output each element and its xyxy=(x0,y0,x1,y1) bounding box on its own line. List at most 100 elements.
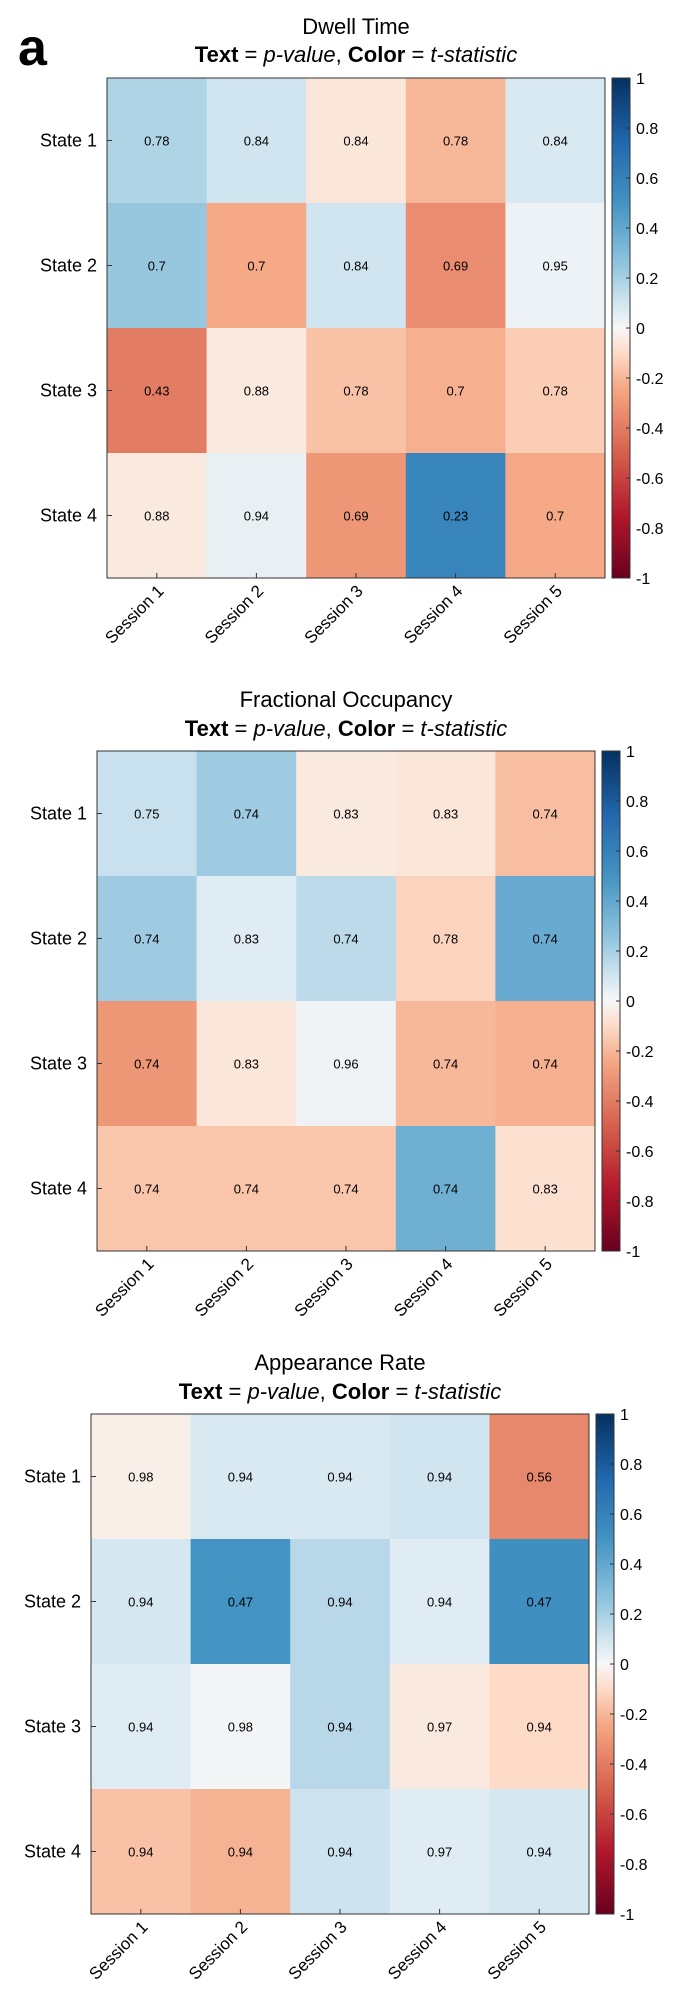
colorbar-tick-label: -0.6 xyxy=(626,1144,654,1161)
heatmap-cell xyxy=(505,328,606,454)
heatmap-cell xyxy=(505,78,606,204)
cell-p-value: 0.74 xyxy=(533,1057,558,1072)
colorbar-tick-label: 0.8 xyxy=(620,1457,642,1474)
heatmap-cell xyxy=(306,453,407,579)
cell-p-value: 0.74 xyxy=(234,807,259,822)
heatmap-cell xyxy=(107,78,208,204)
colorbar-tick-label: 0.4 xyxy=(620,1557,642,1574)
x-tick-label: Session 1 xyxy=(101,581,167,647)
chart-title: Appearance Rate xyxy=(254,1350,425,1375)
chart-title: Dwell Time xyxy=(302,14,410,39)
heatmap-cell xyxy=(389,1539,490,1665)
heatmap-cell xyxy=(107,453,208,579)
heatmap-cell xyxy=(495,751,596,877)
cell-p-value: 0.98 xyxy=(128,1470,153,1485)
colorbar-tick-label: 0.8 xyxy=(626,794,648,811)
heatmap-cell xyxy=(395,1001,496,1127)
heatmap-cell xyxy=(196,1001,297,1127)
cell-p-value: 0.84 xyxy=(343,134,368,149)
cell-p-value: 0.94 xyxy=(327,1595,352,1610)
heatmap-cell xyxy=(91,1664,192,1790)
cell-p-value: 0.74 xyxy=(533,807,558,822)
y-tick-label: State 2 xyxy=(24,1592,81,1612)
cell-p-value: 0.74 xyxy=(433,1182,458,1197)
cell-p-value: 0.74 xyxy=(134,1057,159,1072)
heatmap-cell xyxy=(495,1001,596,1127)
y-tick-label: State 2 xyxy=(30,929,87,949)
colorbar-tick-label: 0 xyxy=(620,1657,629,1674)
cell-p-value: 0.74 xyxy=(433,1057,458,1072)
cell-p-value: 0.94 xyxy=(527,1845,552,1860)
colorbar-tick-label: 0.2 xyxy=(620,1607,642,1624)
cell-p-value: 0.7 xyxy=(148,259,166,274)
cell-p-value: 0.74 xyxy=(333,1182,358,1197)
heatmap-cell xyxy=(405,203,506,329)
cell-p-value: 0.84 xyxy=(343,259,368,274)
cell-p-value: 0.94 xyxy=(527,1720,552,1735)
heatmap-cell xyxy=(91,1789,192,1915)
heatmap-panel: Appearance Rate Text = p-value, Color = t… xyxy=(24,1350,648,1984)
heatmap-cell xyxy=(389,1789,490,1915)
chart-subtitle: Text = p-value, Color = t-statistic xyxy=(185,716,507,741)
colorbar-tick-label: 0 xyxy=(636,321,645,338)
cell-p-value: 0.94 xyxy=(327,1720,352,1735)
cell-p-value: 0.74 xyxy=(234,1182,259,1197)
heatmap-cell xyxy=(405,328,506,454)
cell-p-value: 0.88 xyxy=(144,509,169,524)
cell-p-value: 0.69 xyxy=(443,259,468,274)
heatmap-cell xyxy=(206,78,307,204)
heatmap-panel: Dwell Time Text = p-value, Color = t-stat… xyxy=(40,14,664,648)
heatmap-cell xyxy=(395,876,496,1002)
x-tick-label: Session 5 xyxy=(490,1254,556,1320)
cell-p-value: 0.78 xyxy=(433,932,458,947)
cell-p-value: 0.83 xyxy=(234,1057,259,1072)
cell-p-value: 0.74 xyxy=(134,1182,159,1197)
heatmap-cell xyxy=(296,1001,397,1127)
colorbar-tick-label: 0 xyxy=(626,994,635,1011)
colorbar-tick-label: 0.2 xyxy=(626,944,648,961)
heatmap-cell xyxy=(190,1539,291,1665)
cell-p-value: 0.83 xyxy=(234,932,259,947)
heatmap-cell xyxy=(495,876,596,1002)
heatmap-cell xyxy=(290,1664,391,1790)
y-tick-label: State 1 xyxy=(40,131,97,151)
heatmap-cell xyxy=(196,1126,297,1252)
panel-label: a xyxy=(18,19,47,77)
cell-p-value: 0.47 xyxy=(527,1595,552,1610)
cell-p-value: 0.84 xyxy=(244,134,269,149)
colorbar-tick-label: -0.6 xyxy=(636,471,664,488)
colorbar-tick-label: 1 xyxy=(620,1407,629,1424)
heatmap-cell xyxy=(489,1664,590,1790)
colorbar-tick-label: 0.6 xyxy=(636,171,658,188)
heatmap-panel: Fractional Occupancy Text = p-value, Colo… xyxy=(30,687,654,1321)
x-tick-label: Session 1 xyxy=(91,1254,157,1320)
heatmap-cell xyxy=(97,1126,198,1252)
heatmap-cell xyxy=(296,751,397,877)
y-tick-label: State 1 xyxy=(24,1467,81,1487)
colorbar-tick-label: 0.2 xyxy=(636,271,658,288)
heatmap-cell xyxy=(206,203,307,329)
cell-p-value: 0.83 xyxy=(433,807,458,822)
x-tick-label: Session 4 xyxy=(390,1254,456,1320)
y-tick-label: State 4 xyxy=(30,1179,87,1199)
colorbar-tick-label: 1 xyxy=(626,744,635,761)
heatmap-cell xyxy=(91,1539,192,1665)
cell-p-value: 0.94 xyxy=(427,1470,452,1485)
cell-p-value: 0.69 xyxy=(343,509,368,524)
chart-subtitle: Text = p-value, Color = t-statistic xyxy=(195,42,517,67)
heatmap-cell xyxy=(395,1126,496,1252)
cell-p-value: 0.88 xyxy=(244,384,269,399)
x-tick-label: Session 4 xyxy=(400,581,466,647)
heatmap-cell xyxy=(306,78,407,204)
heatmap-cell xyxy=(97,876,198,1002)
heatmap-cell xyxy=(306,328,407,454)
x-tick-label: Session 2 xyxy=(191,1254,257,1320)
heatmap-cell xyxy=(196,751,297,877)
cell-p-value: 0.7 xyxy=(247,259,265,274)
colorbar-tick-label: -0.4 xyxy=(620,1757,648,1774)
cell-p-value: 0.7 xyxy=(546,509,564,524)
cell-p-value: 0.94 xyxy=(327,1470,352,1485)
heatmap-cell xyxy=(290,1789,391,1915)
colorbar-tick-label: -1 xyxy=(626,1244,640,1261)
cell-p-value: 0.7 xyxy=(447,384,465,399)
